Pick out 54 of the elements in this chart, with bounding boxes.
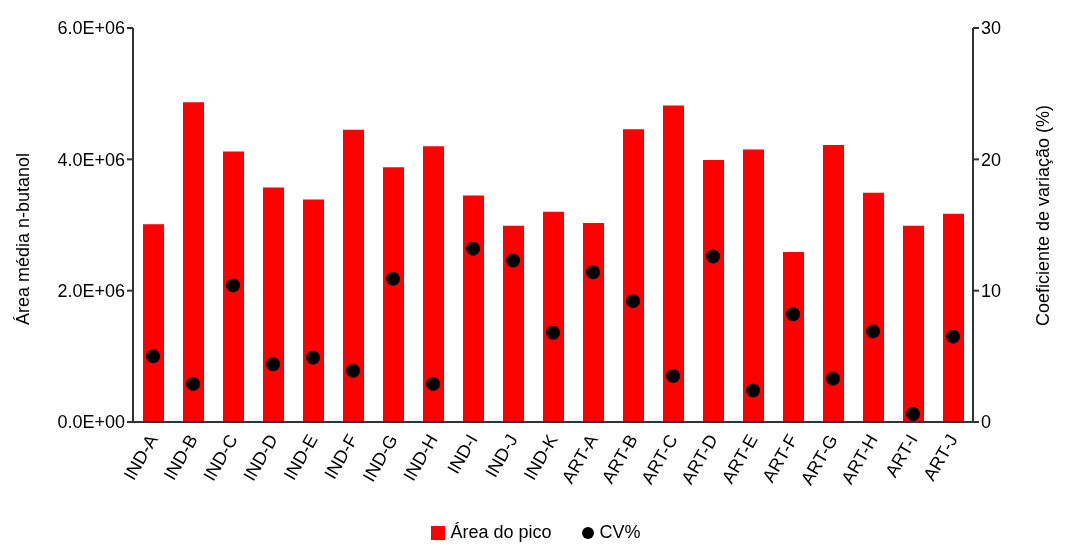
point [186, 376, 200, 391]
bar [823, 144, 844, 422]
point [266, 357, 280, 372]
bar [303, 199, 324, 422]
point [146, 349, 160, 364]
point [626, 294, 640, 309]
bar [903, 225, 924, 422]
point [786, 307, 800, 322]
y2-tick-label: 0 [981, 412, 992, 433]
bar [423, 146, 444, 422]
point [426, 376, 440, 391]
bar [223, 151, 244, 422]
y2-axis-title: Coeficiente de variação (%) [1033, 105, 1054, 327]
point [946, 329, 960, 344]
bar [383, 167, 404, 422]
point [346, 363, 360, 378]
point [586, 265, 600, 280]
bar [543, 211, 564, 422]
legend-label: CV% [599, 522, 641, 543]
bar [143, 224, 164, 422]
bar [943, 213, 964, 422]
bar [463, 195, 484, 422]
y-tick-label: 4.0E+06 [57, 149, 125, 170]
point [746, 383, 760, 398]
legend-label: Área do pico [450, 522, 552, 543]
bar [783, 251, 804, 422]
y-tick-label: 2.0E+06 [57, 281, 125, 302]
bar [583, 223, 604, 422]
point [906, 407, 920, 422]
bar [623, 129, 644, 422]
point [866, 324, 880, 339]
point [306, 350, 320, 365]
point [386, 271, 400, 286]
point [826, 371, 840, 386]
y2-tick-label: 30 [981, 18, 1002, 39]
point [466, 241, 480, 256]
point [706, 249, 720, 264]
bar [703, 159, 724, 422]
bar [863, 192, 884, 422]
y-tick-label: 6.0E+06 [57, 18, 125, 39]
point [506, 253, 520, 268]
bar [743, 149, 764, 422]
bar [663, 105, 684, 422]
point [226, 278, 240, 293]
bar [263, 187, 284, 422]
y-tick-label: 0.0E+00 [57, 412, 125, 433]
point [546, 325, 560, 340]
y2-tick-label: 10 [981, 281, 1002, 302]
bar [183, 102, 204, 422]
y-axis-title: Área média n-butanol [13, 152, 34, 325]
bar [343, 129, 364, 422]
bar [503, 225, 524, 422]
y2-tick-label: 20 [981, 149, 1002, 170]
point [666, 369, 680, 384]
